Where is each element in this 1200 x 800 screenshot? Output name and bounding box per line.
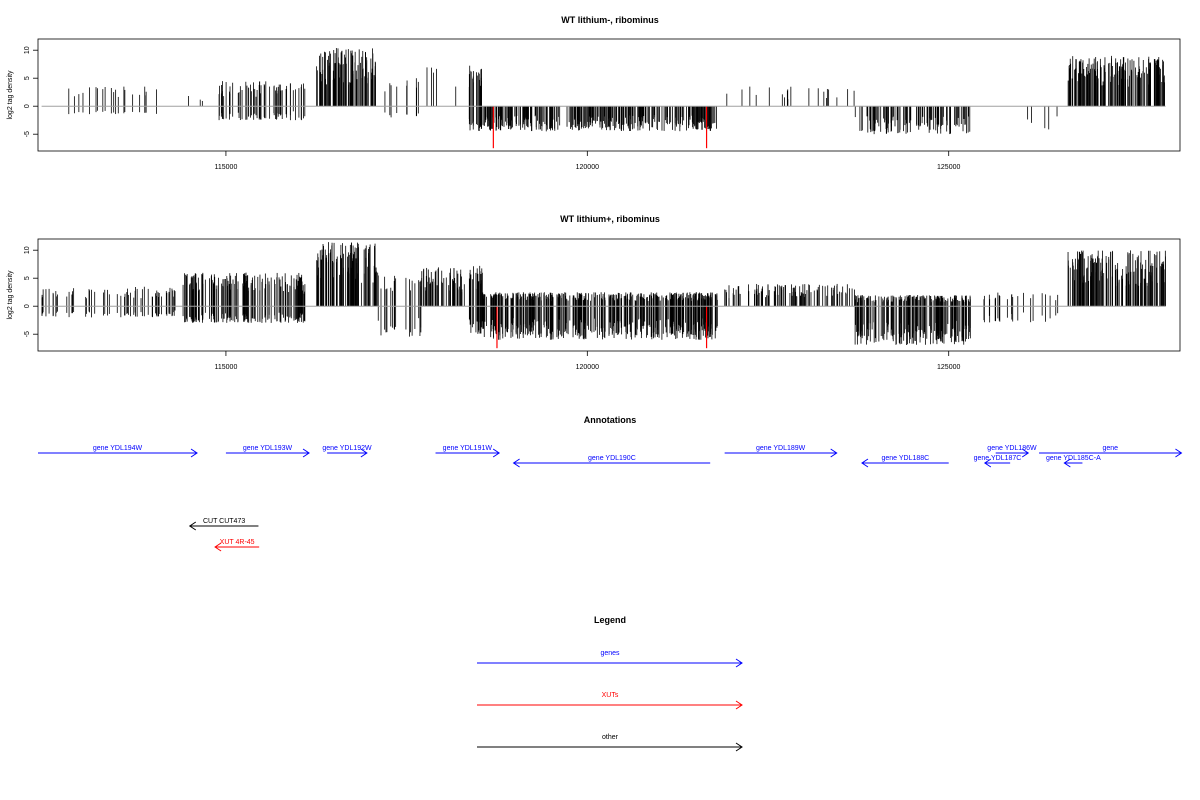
feature-genes: gene YDL191W [435,445,501,458]
x-tick-label: 115000 [215,164,238,171]
feature-arrow-head [983,458,992,468]
y-tick-label: -5 [24,331,31,337]
feature-genes: gene YDL190C [512,455,711,468]
feature-label: gene YDL188C [881,455,929,462]
feature-arrow-head [188,521,197,531]
feature-label: gene YDL190C [588,455,636,462]
feature-label: gene YDL194W [93,445,143,452]
feature-genes: gene YDL186W [987,445,1037,458]
feature-genes: gene YDL188C [861,455,949,468]
feature-label: XUT 4R-45 [220,539,255,546]
axis-ticks: 115000 120000 125000 -5 0 5 10 [24,46,960,171]
legend-label: XUTs [602,692,619,699]
feature-arrow-head [830,448,838,458]
legend-label: genes [600,650,620,657]
y-tick-label: 5 [24,276,31,280]
legend-item-other: other [477,734,743,752]
legend-label: other [602,734,619,741]
feature-genes: gene [1039,445,1183,458]
x-tick-label: 125000 [937,164,960,171]
panel-title: WT lithium+, ribominus [560,214,660,224]
feature-label: gene YDL189W [756,445,806,452]
feature-arrow-head [360,448,368,458]
feature-XUTs: XUT 4R-45 [214,539,260,552]
highlight-marks [492,106,708,149]
x-tick-label: 115000 [215,364,238,371]
feature-arrow-head [214,542,222,552]
feature-label: gene YDL186W [987,445,1037,452]
signal-bars [68,48,1165,135]
track-panel-lithium-plus: WT lithium+, ribominus log2 tag density … [7,214,1181,371]
y-tick-label: 10 [24,246,31,254]
feature-arrow-head [512,458,520,468]
track-panel-lithium-minus: WT lithium-, ribominus log2 tag density … [7,15,1181,171]
annotations-track: Annotations gene YDL194W gene YDL193W gene… [38,415,1183,552]
feature-genes: gene YDL192W [322,445,372,458]
feature-other: CUT CUT473 [188,518,259,531]
feature-arrows: gene YDL194W gene YDL193W gene YDL192W gene… [38,445,1183,552]
feature-genes: gene YDL193W [225,445,310,458]
feature-label: gene YDL193W [243,445,293,452]
feature-label: gene YDL191W [443,445,493,452]
feature-label: CUT CUT473 [203,518,245,525]
legend-title: Legend [594,615,626,625]
feature-arrow-head [1021,448,1030,458]
x-tick-label: 125000 [937,364,960,371]
feature-label: gene YDL187C [974,455,1022,462]
feature-genes: gene YDL185C-A [1046,455,1101,468]
feature-label: gene [1102,445,1118,452]
x-tick-label: 120000 [576,164,599,171]
feature-genes: gene YDL194W [38,445,198,458]
axis-ticks: 115000 120000 125000 -5 0 5 10 [24,246,960,371]
annotations-title: Annotations [584,415,637,425]
feature-arrow-head [302,448,310,458]
feature-label: gene YDL185C-A [1046,455,1101,462]
feature-arrow-head [1175,448,1183,458]
feature-label: gene YDL192W [322,445,372,452]
feature-arrow-head [190,448,198,458]
feature-genes: gene YDL187C [974,455,1022,468]
feature-arrow-head [1063,458,1071,468]
plot-frame [37,238,1181,352]
legend-arrow-head [735,658,743,668]
y-tick-label: 0 [24,104,31,108]
legend: Legend genes XUTs other [477,615,743,752]
plot-frame [37,38,1181,152]
feature-arrow-head [861,458,869,468]
panel-title: WT lithium-, ribominus [561,15,659,25]
legend-items: genes XUTs other [477,650,743,752]
legend-item-XUTs: XUTs [477,692,743,710]
x-tick-label: 120000 [576,364,599,371]
y-tick-label: 5 [24,76,31,80]
feature-genes: gene YDL189W [724,445,838,458]
y-tick-label: 10 [24,46,31,54]
signal-bars [41,242,1166,346]
highlight-marks [496,306,708,349]
y-axis-label: log2 tag density [7,70,14,120]
y-axis-label: log2 tag density [7,270,14,320]
legend-item-genes: genes [477,650,743,668]
legend-arrow-head [735,700,743,710]
feature-arrow-head [492,448,501,458]
y-tick-label: -5 [24,131,31,137]
legend-arrow-head [735,742,743,752]
y-tick-label: 0 [24,304,31,308]
